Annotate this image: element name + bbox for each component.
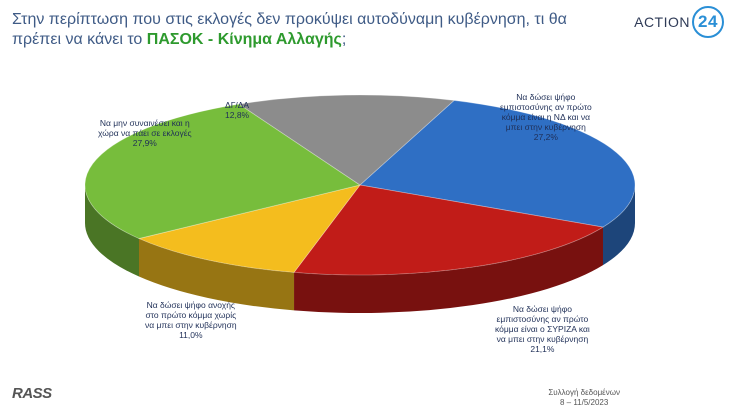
- slice-label-nd: Να δώσει ψήφο εμπιστοσύνης αν πρώτο κόμμα …: [500, 92, 592, 142]
- rass-logo: RASS: [12, 385, 52, 402]
- slice-label-line: εμπιστοσύνης αν πρώτο: [500, 102, 592, 112]
- title-end: ;: [341, 31, 347, 48]
- slice-elections: [84, 103, 361, 239]
- slice-side-tolerance: [138, 238, 295, 311]
- slice-side-elections: [85, 185, 139, 277]
- note-line-1: Συλλογή δεδομένων: [548, 388, 620, 397]
- slice-label-line: χώρα να πάει σε εκλογές: [98, 128, 192, 138]
- slice-side-nd: [602, 185, 635, 266]
- slice-dk: [238, 94, 455, 186]
- slice-value-elections: 27,9%: [132, 138, 157, 148]
- slice-label-line: Να δώσει ψήφο: [512, 304, 572, 314]
- slice-value-dk: 12,8%: [225, 110, 250, 120]
- slice-side-syriza: [294, 227, 603, 313]
- slice-label-elections: Να μην συναινέσει και η χώρα να πάει σε ε…: [98, 118, 192, 148]
- slice-value-nd: 27,2%: [533, 132, 558, 142]
- data-collection-note: Συλλογή δεδομένων 8 – 11/5/2023: [548, 388, 620, 408]
- slice-label-line: Να μην συναινέσει και η: [99, 118, 190, 128]
- slice-syriza: [293, 184, 605, 276]
- slice-value-tolerance: 11,0%: [179, 330, 203, 340]
- slice-label-line: στο πρώτο κόμμα χωρίς: [145, 310, 237, 320]
- slice-nd: [359, 100, 636, 228]
- slice-label-line: Να δώσει ψήφο ανοχής: [146, 300, 236, 310]
- slice-label-syriza: Να δώσει ψήφο εμπιστοσύνης αν πρώτο κόμμα …: [495, 304, 590, 354]
- slice-label-line: ΔΓ/ΔΑ: [225, 100, 250, 110]
- slice-label-line: μπει στην κυβέρνηση: [505, 122, 586, 132]
- slice-label-line: εμπιστοσύνης αν πρώτο: [496, 314, 589, 324]
- slice-label-line: να μπει στην κυβέρνηση: [496, 334, 589, 344]
- slice-label-line: να μπει στην κυβέρνηση: [145, 320, 237, 330]
- slice-tolerance: [137, 184, 361, 273]
- page-title: Στην περίπτωση που στις εκλογές δεν προκ…: [12, 10, 572, 50]
- slice-label-tolerance: Να δώσει ψήφο ανοχής στο πρώτο κόμμα χωρί…: [145, 300, 237, 340]
- brand-text: ACTION: [634, 14, 690, 30]
- slice-label-line: κόμμα είναι ο ΣΥΡΙΖΑ και: [495, 324, 590, 334]
- title-highlight: ΠΑΣΟΚ - Κίνημα Αλλαγής: [146, 31, 342, 48]
- slice-label-dk: ΔΓ/ΔΑ 12,8%: [225, 100, 249, 120]
- slice-value-syriza: 21,1%: [530, 344, 555, 354]
- note-line-2: 8 – 11/5/2023: [559, 398, 609, 407]
- title-text: Στην περίπτωση που στις εκλογές δεν προκ…: [12, 11, 567, 48]
- brand-logo: ACTION 24: [634, 6, 724, 38]
- brand-number: 24: [692, 6, 724, 38]
- slice-label-line: Να δώσει ψήφο: [516, 92, 576, 102]
- slice-label-line: κόμμα είναι η ΝΔ και να: [501, 112, 590, 122]
